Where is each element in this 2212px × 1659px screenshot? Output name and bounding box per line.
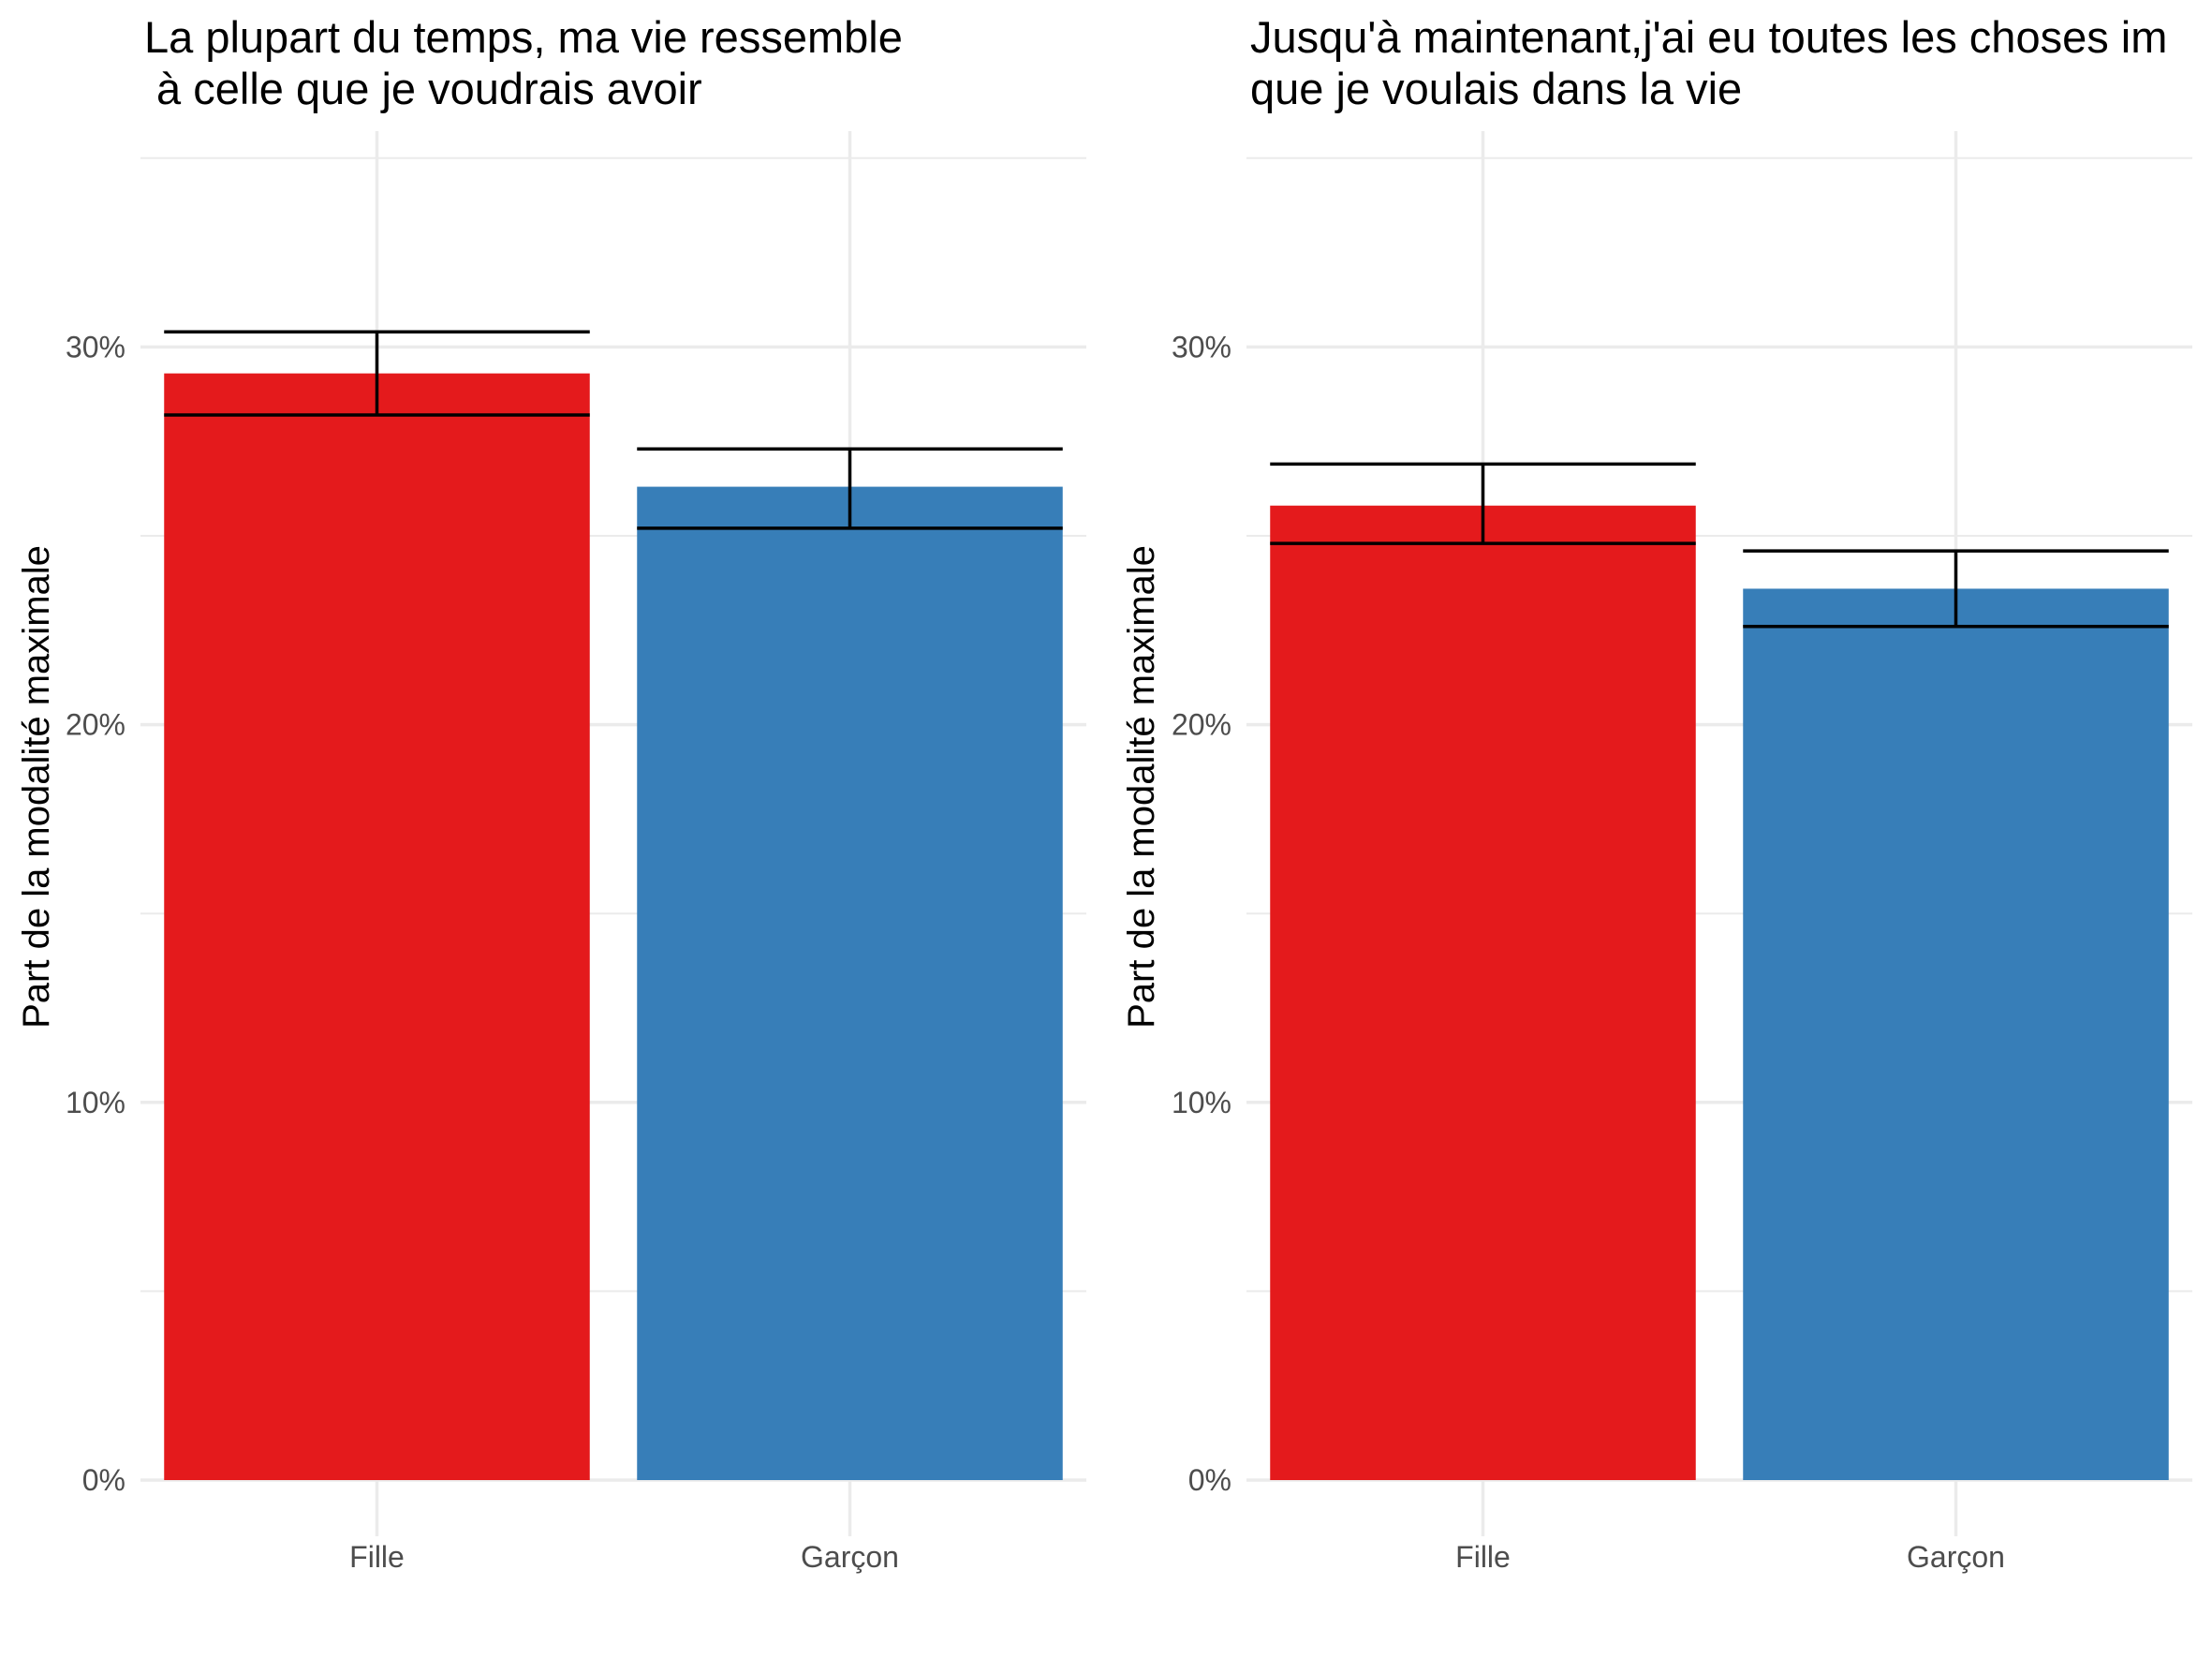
- y-tick-label: 0%: [1188, 1463, 1231, 1497]
- chart-panel-1: 0% 10% 20% 30% Fille Garçon Part de la modalit…: [16, 12, 1086, 1574]
- bar-gar-on: [637, 486, 1063, 1480]
- x-tick-label: Fille: [1455, 1540, 1511, 1574]
- y-tick-label: 30%: [66, 330, 125, 363]
- chart-title-line: à celle que je voudrais avoir: [144, 64, 702, 113]
- y-tick-label: 10%: [66, 1086, 125, 1119]
- y-tick-label: 30%: [1172, 330, 1231, 363]
- chart-panel-2: 0% 10% 20% 30% Fille Garçon Part de la modalit…: [1121, 12, 2192, 1574]
- bar-gar-on: [1743, 588, 2169, 1480]
- x-tick-label: Garçon: [801, 1540, 899, 1574]
- y-tick-label: 0%: [82, 1463, 125, 1497]
- x-tick-label: Garçon: [1907, 1540, 2005, 1574]
- error-bar: [637, 447, 1063, 530]
- chart-title: Jusqu'à maintenant,j'ai eu toutes les ch…: [1250, 12, 2167, 113]
- bar-fille: [1270, 505, 1696, 1480]
- chart-title-line: La plupart du temps, ma vie ressemble: [144, 12, 903, 62]
- error-bar: [164, 330, 590, 417]
- error-bar: [1270, 462, 1696, 545]
- x-tick-label: Fille: [349, 1540, 405, 1574]
- y-tick-label: 20%: [1172, 708, 1231, 742]
- chart-title-line: Jusqu'à maintenant,j'ai eu toutes les ch…: [1250, 12, 2167, 62]
- bar-fille: [164, 373, 590, 1480]
- y-axis-label: Part de la modalité maximale: [1121, 545, 1162, 1029]
- y-tick-label: 10%: [1172, 1086, 1231, 1119]
- y-axis-label: Part de la modalité maximale: [16, 545, 57, 1029]
- error-bar: [1743, 549, 2169, 629]
- y-tick-label: 20%: [66, 708, 125, 742]
- chart-title: La plupart du temps, ma vie ressemble à …: [144, 12, 903, 113]
- chart-title-line: que je voulais dans la vie: [1250, 64, 1742, 113]
